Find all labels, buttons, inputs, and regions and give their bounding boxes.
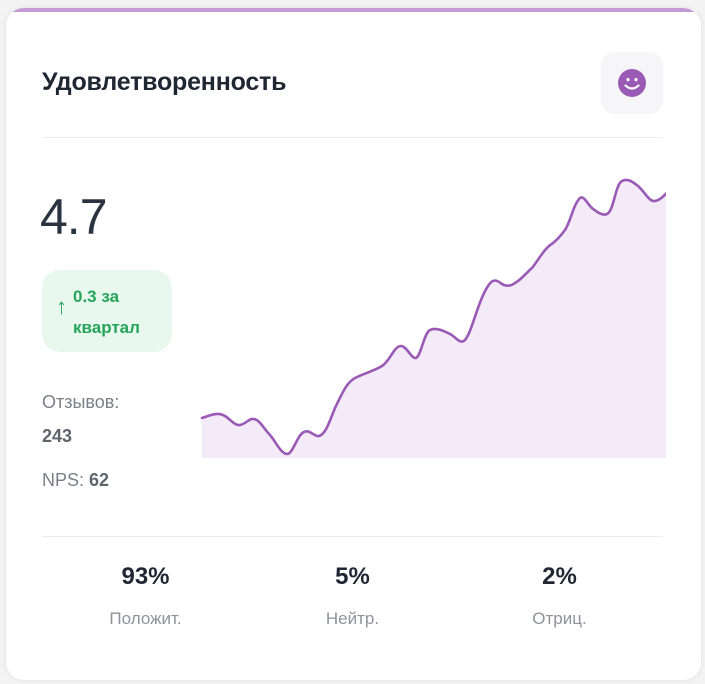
header-divider [42, 137, 663, 138]
reviews-value: 243 [42, 426, 73, 446]
nps-value: 62 [89, 470, 110, 490]
card-title: Удовлетворенность [42, 68, 287, 96]
stat-label: Отриц. [532, 609, 587, 628]
stat-value: 2% [542, 563, 577, 590]
stat-value: 93% [121, 563, 170, 590]
sparkline-line [200, 178, 666, 456]
arrow-up-icon: ↑ [56, 294, 67, 319]
sentiment-breakdown: 93% Положит. 5% Нейтр. 2% Отриц. [42, 563, 663, 629]
trend-text-line1: 0.3 за [73, 287, 120, 306]
nps-label: NPS: [42, 470, 85, 490]
stat-label: Положит. [109, 609, 182, 628]
smiley-button[interactable] [601, 52, 663, 114]
satisfaction-sparkline [200, 178, 666, 458]
satisfaction-card: Удовлетворенность 4.7 ↑ 0.3 за квартал О… [6, 8, 701, 680]
nps-row: NPS: 62 [42, 470, 109, 491]
reviews-label: Отзывов: [42, 392, 120, 412]
smiley-face-icon [618, 69, 646, 97]
reviews-count: 243 [42, 426, 72, 447]
stat-value: 5% [335, 563, 370, 590]
trend-badge: ↑ 0.3 за квартал [42, 270, 172, 352]
satisfaction-score: 4.7 [40, 189, 108, 245]
stat-positive: 93% Положит. [42, 563, 249, 629]
trend-text-line2: квартал [73, 318, 140, 337]
stats-divider [42, 536, 663, 537]
stat-label: Нейтр. [325, 609, 380, 628]
stat-neutral: 5% Нейтр. [249, 563, 456, 629]
sparkline-area [202, 179, 666, 458]
stat-negative: 2% Отриц. [456, 563, 663, 629]
